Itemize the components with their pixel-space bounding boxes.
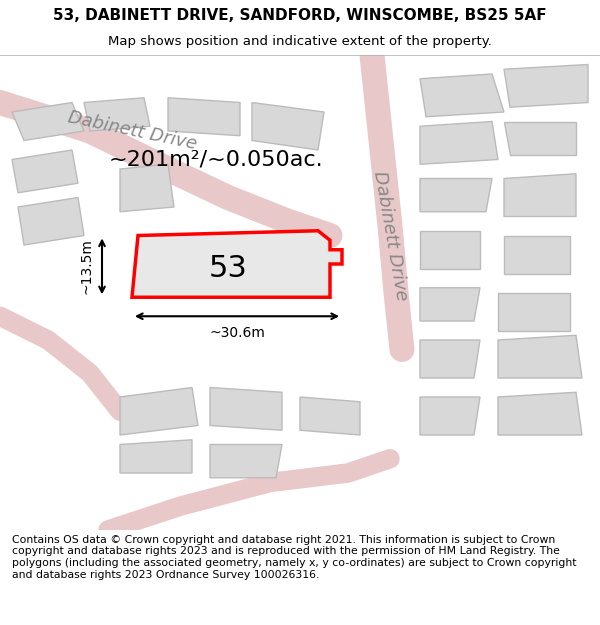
Polygon shape xyxy=(504,121,576,155)
Polygon shape xyxy=(120,388,198,435)
Polygon shape xyxy=(300,397,360,435)
Text: 53: 53 xyxy=(209,254,247,283)
Polygon shape xyxy=(498,292,570,331)
Text: 53, DABINETT DRIVE, SANDFORD, WINSCOMBE, BS25 5AF: 53, DABINETT DRIVE, SANDFORD, WINSCOMBE,… xyxy=(53,8,547,23)
Polygon shape xyxy=(12,150,78,192)
Text: Contains OS data © Crown copyright and database right 2021. This information is : Contains OS data © Crown copyright and d… xyxy=(12,535,577,579)
Text: ~13.5m: ~13.5m xyxy=(79,238,93,294)
Polygon shape xyxy=(252,102,324,150)
Text: Dabinett Drive: Dabinett Drive xyxy=(370,169,410,302)
Polygon shape xyxy=(504,236,570,274)
Text: ~30.6m: ~30.6m xyxy=(209,326,265,340)
Polygon shape xyxy=(12,102,84,141)
Polygon shape xyxy=(132,231,342,298)
Polygon shape xyxy=(420,121,498,164)
Polygon shape xyxy=(420,231,480,269)
Text: ~201m²/~0.050ac.: ~201m²/~0.050ac. xyxy=(109,149,323,169)
Text: Map shows position and indicative extent of the property.: Map shows position and indicative extent… xyxy=(108,35,492,48)
Polygon shape xyxy=(420,340,480,378)
Polygon shape xyxy=(210,444,282,478)
Polygon shape xyxy=(168,98,240,136)
Text: Dabinett Drive: Dabinett Drive xyxy=(66,109,198,154)
Polygon shape xyxy=(498,392,582,435)
Polygon shape xyxy=(420,288,480,321)
Polygon shape xyxy=(504,64,588,108)
Polygon shape xyxy=(210,388,282,430)
Polygon shape xyxy=(498,335,582,378)
Polygon shape xyxy=(420,179,492,212)
Polygon shape xyxy=(120,440,192,473)
Polygon shape xyxy=(120,164,174,212)
Polygon shape xyxy=(84,98,150,131)
Polygon shape xyxy=(504,174,576,216)
Polygon shape xyxy=(420,397,480,435)
Polygon shape xyxy=(420,74,504,117)
Polygon shape xyxy=(18,198,84,245)
